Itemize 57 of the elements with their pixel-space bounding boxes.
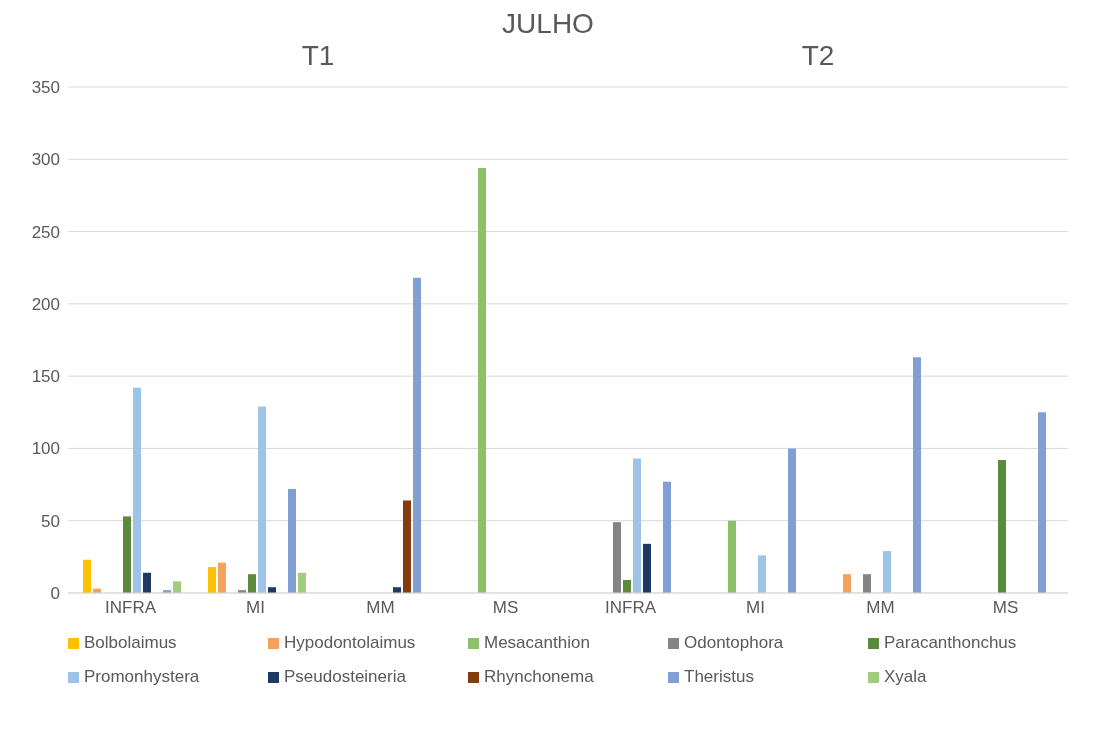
y-tick-label: 300 [31, 150, 60, 170]
y-tick-label: 50 [41, 511, 60, 531]
legend-label: Odontophora [684, 633, 784, 653]
x-tick-label: INFRA [605, 598, 657, 618]
text: T2 [800, 40, 836, 72]
bar [143, 572, 151, 593]
bar [633, 458, 641, 593]
bar [788, 448, 796, 593]
chart-title: JULHO [501, 8, 595, 40]
bar [133, 387, 141, 593]
legend-label: Theristus [684, 667, 754, 687]
bar [913, 357, 921, 593]
bar [208, 566, 216, 593]
bar [173, 581, 181, 593]
bar [883, 551, 891, 593]
x-tick-label: MS [992, 598, 1019, 618]
x-tick-label: MI [746, 598, 765, 618]
legend-label: Hypodontolaimus [284, 633, 416, 653]
bar [248, 574, 256, 593]
legend-label: Pseudosteineria [284, 667, 406, 687]
bar [258, 406, 266, 593]
bar [478, 167, 486, 593]
bar [863, 574, 871, 593]
text: T1 [300, 40, 336, 72]
y-tick-label: 250 [31, 222, 60, 242]
bar [1038, 412, 1046, 593]
legend-label: Bolbolaimus [84, 633, 177, 653]
bar [998, 459, 1006, 593]
bar [83, 559, 91, 593]
y-tick-label: 150 [31, 367, 60, 387]
legend-label: Rhynchonema [484, 667, 594, 687]
y-tick-label: 0 [50, 584, 60, 604]
bar [843, 574, 851, 593]
bar [403, 500, 411, 593]
bar [298, 572, 306, 593]
bar [728, 520, 736, 593]
y-tick-label: 200 [31, 294, 60, 314]
bar [123, 516, 131, 593]
legend-label: Xyala [884, 667, 927, 687]
legend-label: Mesacanthion [484, 633, 590, 653]
y-tick-label: 100 [31, 439, 60, 459]
x-tick-label: MM [366, 598, 395, 618]
legend-label: Paracanthonchus [884, 633, 1017, 653]
bar [643, 543, 651, 593]
bar [663, 481, 671, 593]
bar [613, 522, 621, 593]
y-tick-label: 350 [31, 78, 60, 98]
x-tick-label: MI [246, 598, 265, 618]
x-tick-label: MS [492, 598, 519, 618]
x-tick-label: MM [866, 598, 895, 618]
bar [413, 277, 421, 593]
legend-label: Promonhystera [84, 667, 200, 687]
bar [623, 579, 631, 593]
bar [288, 488, 296, 593]
x-tick-label: INFRA [105, 598, 157, 618]
bar [218, 562, 226, 593]
bar [758, 555, 766, 593]
